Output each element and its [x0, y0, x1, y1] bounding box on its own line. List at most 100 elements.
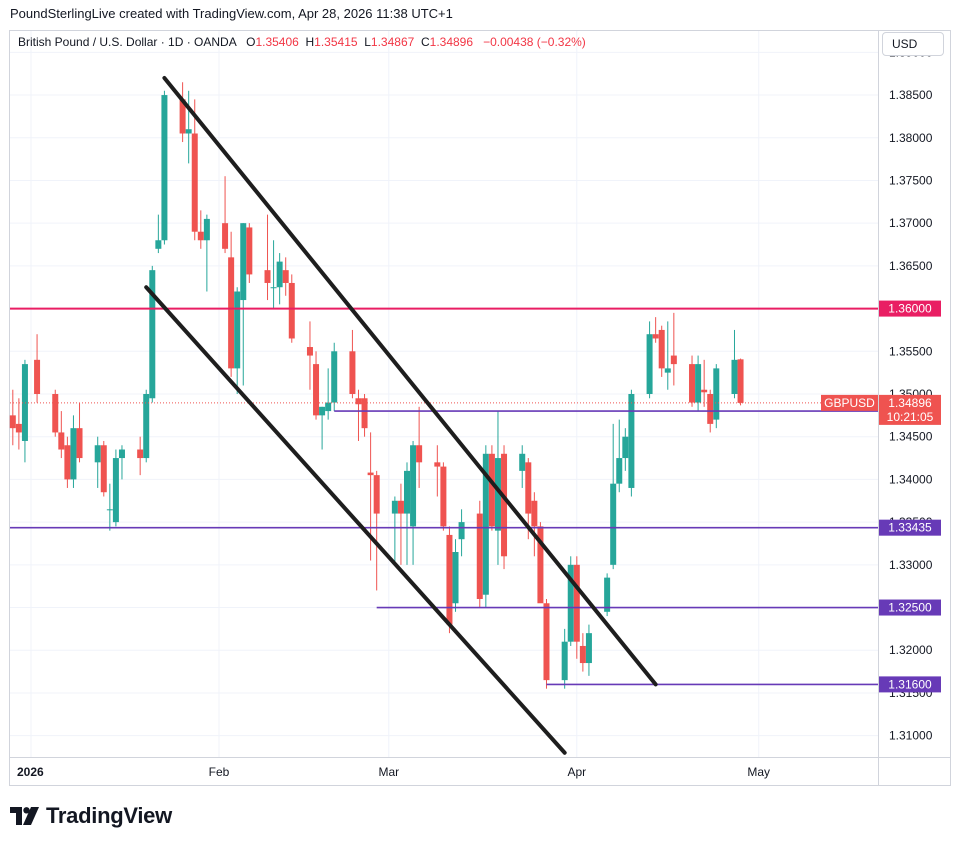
- level-label-text: 1.32500: [888, 601, 932, 615]
- candle: [143, 389, 150, 463]
- candle-body: [106, 509, 113, 511]
- candle: [476, 500, 483, 608]
- candle: [622, 428, 629, 471]
- candle-body: [349, 351, 356, 394]
- candle: [319, 406, 326, 450]
- price-tick-label: 1.32000: [889, 643, 933, 657]
- candle-body: [670, 355, 677, 365]
- candle-body: [325, 402, 332, 412]
- candle: [76, 402, 83, 463]
- price-tick-label: 1.31000: [889, 729, 933, 743]
- ohlc-legend: British Pound / U.S. Dollar · 1D · OANDA…: [18, 35, 586, 49]
- candle: [361, 394, 368, 437]
- candle: [106, 483, 113, 531]
- high-label: H: [305, 35, 315, 49]
- candle: [501, 445, 508, 570]
- candle-body: [537, 526, 544, 604]
- candle-body: [373, 475, 380, 514]
- currency-selector[interactable]: USD: [882, 32, 944, 56]
- candle-body: [197, 231, 204, 241]
- candle: [695, 355, 702, 412]
- candle: [416, 406, 423, 488]
- price-tick-label: 1.33000: [889, 558, 933, 572]
- candle-body: [713, 368, 720, 420]
- chart-attribution: PoundSterlingLive created with TradingVi…: [10, 6, 453, 21]
- candle: [240, 223, 247, 386]
- candle: [731, 329, 738, 399]
- candle: [652, 317, 659, 343]
- candle: [585, 624, 592, 676]
- candle: [15, 398, 22, 450]
- candle: [646, 321, 653, 399]
- candle-body: [416, 445, 423, 463]
- candle: [185, 90, 192, 164]
- candle: [118, 445, 125, 480]
- low-label: L: [364, 35, 371, 49]
- bar-countdown-text: 10:21:05: [887, 410, 934, 424]
- candle-body: [246, 227, 253, 275]
- candle-body: [137, 449, 144, 459]
- candle-body: [434, 462, 441, 467]
- candle: [197, 210, 204, 249]
- candle: [264, 214, 271, 301]
- candle-body: [185, 129, 192, 134]
- candle: [234, 287, 241, 394]
- candle-body: [161, 95, 168, 241]
- candle-body: [234, 291, 241, 369]
- candle-body: [561, 641, 568, 681]
- open-label: O: [246, 35, 256, 49]
- candle-body: [9, 415, 16, 429]
- candle-body: [76, 428, 83, 459]
- candle-body: [264, 270, 271, 283]
- level-label-badge: [879, 676, 941, 693]
- candle-body: [525, 462, 532, 514]
- tradingview-logo-text: TradingView: [46, 803, 172, 828]
- candle: [440, 462, 447, 531]
- candle-body: [476, 513, 483, 599]
- close-value: 1.34896: [429, 35, 474, 49]
- price-tick-label: 1.37500: [889, 173, 933, 187]
- candle-body: [695, 364, 702, 403]
- candle: [531, 492, 538, 557]
- candle-body: [276, 261, 283, 288]
- symbol-name[interactable]: British Pound / U.S. Dollar · 1D · OANDA: [18, 35, 237, 49]
- candle-body: [331, 351, 338, 403]
- time-tick-label: Feb: [209, 765, 230, 779]
- high-value: 1.35415: [314, 35, 358, 49]
- candle: [488, 445, 495, 531]
- candle-body: [355, 398, 362, 405]
- level-label-badge: [879, 519, 941, 536]
- open-value: 1.35406: [255, 35, 299, 49]
- candle: [331, 342, 338, 412]
- candle: [519, 445, 526, 488]
- candle-body: [458, 522, 465, 540]
- time-tick-label: 2026: [17, 765, 44, 779]
- level-label-badge: [879, 599, 941, 616]
- candle: [616, 419, 623, 493]
- candle-body: [313, 364, 320, 416]
- candle-body: [610, 483, 617, 565]
- candle: [161, 90, 168, 245]
- tradingview-logo[interactable]: TradingView: [10, 803, 172, 829]
- candle-body: [270, 287, 277, 289]
- candle-body: [482, 453, 489, 595]
- candle: [452, 539, 459, 612]
- level-label-badge: [879, 300, 941, 317]
- close-label: C: [420, 35, 430, 49]
- candle-body: [306, 347, 313, 356]
- candle-body: [404, 470, 410, 514]
- candle: [689, 355, 696, 407]
- channel-trend-line: [162, 75, 658, 687]
- candle-body: [203, 218, 210, 241]
- tradingview-logo-icon: [10, 807, 39, 825]
- candle: [203, 214, 210, 292]
- time-tick-label: Mar: [378, 765, 399, 779]
- candle: [537, 522, 544, 604]
- candle-body: [664, 368, 671, 373]
- candle-body: [222, 223, 229, 249]
- symbol-badge: [821, 394, 878, 411]
- candle-body: [519, 453, 526, 471]
- candle: [70, 415, 77, 488]
- current-price-text: 1.34896: [888, 396, 932, 410]
